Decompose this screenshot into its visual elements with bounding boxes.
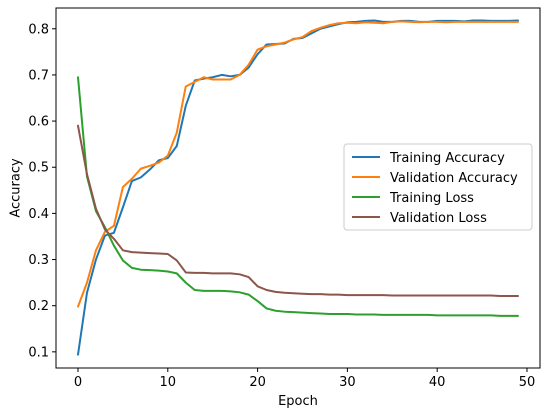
series-line-4 xyxy=(77,124,519,297)
y-tick-label: 0.5 xyxy=(28,161,49,176)
x-tick-label: 50 xyxy=(519,375,536,390)
plot-frame xyxy=(55,7,541,369)
x-tick-label: 40 xyxy=(429,375,446,390)
series-line-2 xyxy=(77,20,519,308)
y-tick-label: 0.3 xyxy=(28,253,49,268)
y-tick-label: 0.4 xyxy=(28,207,49,222)
y-tick-label: 0.1 xyxy=(28,345,49,360)
legend-box xyxy=(343,143,533,231)
legend-label: Training Loss xyxy=(389,191,474,206)
legend-label: Training Accuracy xyxy=(389,151,505,166)
x-axis: 0 10 20 30 40 50 xyxy=(74,368,535,390)
legend-label: Validation Accuracy xyxy=(390,171,518,186)
x-tick-label: 30 xyxy=(339,375,356,390)
series-line-3 xyxy=(77,76,519,317)
x-tick-label: 0 xyxy=(74,375,82,390)
y-tick-label: 0.6 xyxy=(28,115,49,130)
legend-label: Validation Loss xyxy=(390,211,487,226)
series-layer xyxy=(77,19,519,356)
y-tick-label: 0.8 xyxy=(28,22,49,37)
legend: Training Accuracy Validation Accuracy Trai… xyxy=(343,143,533,231)
y-tick-label: 0.2 xyxy=(28,299,49,314)
y-axis-title: Accuracy xyxy=(9,158,24,218)
y-axis: 0.1 0.2 0.3 0.4 0.5 0.6 0.7 0.8 xyxy=(28,22,56,360)
x-axis-title: Epoch xyxy=(278,394,318,409)
x-tick-label: 20 xyxy=(249,375,266,390)
y-tick-label: 0.7 xyxy=(28,68,49,83)
x-tick-label: 10 xyxy=(160,375,177,390)
